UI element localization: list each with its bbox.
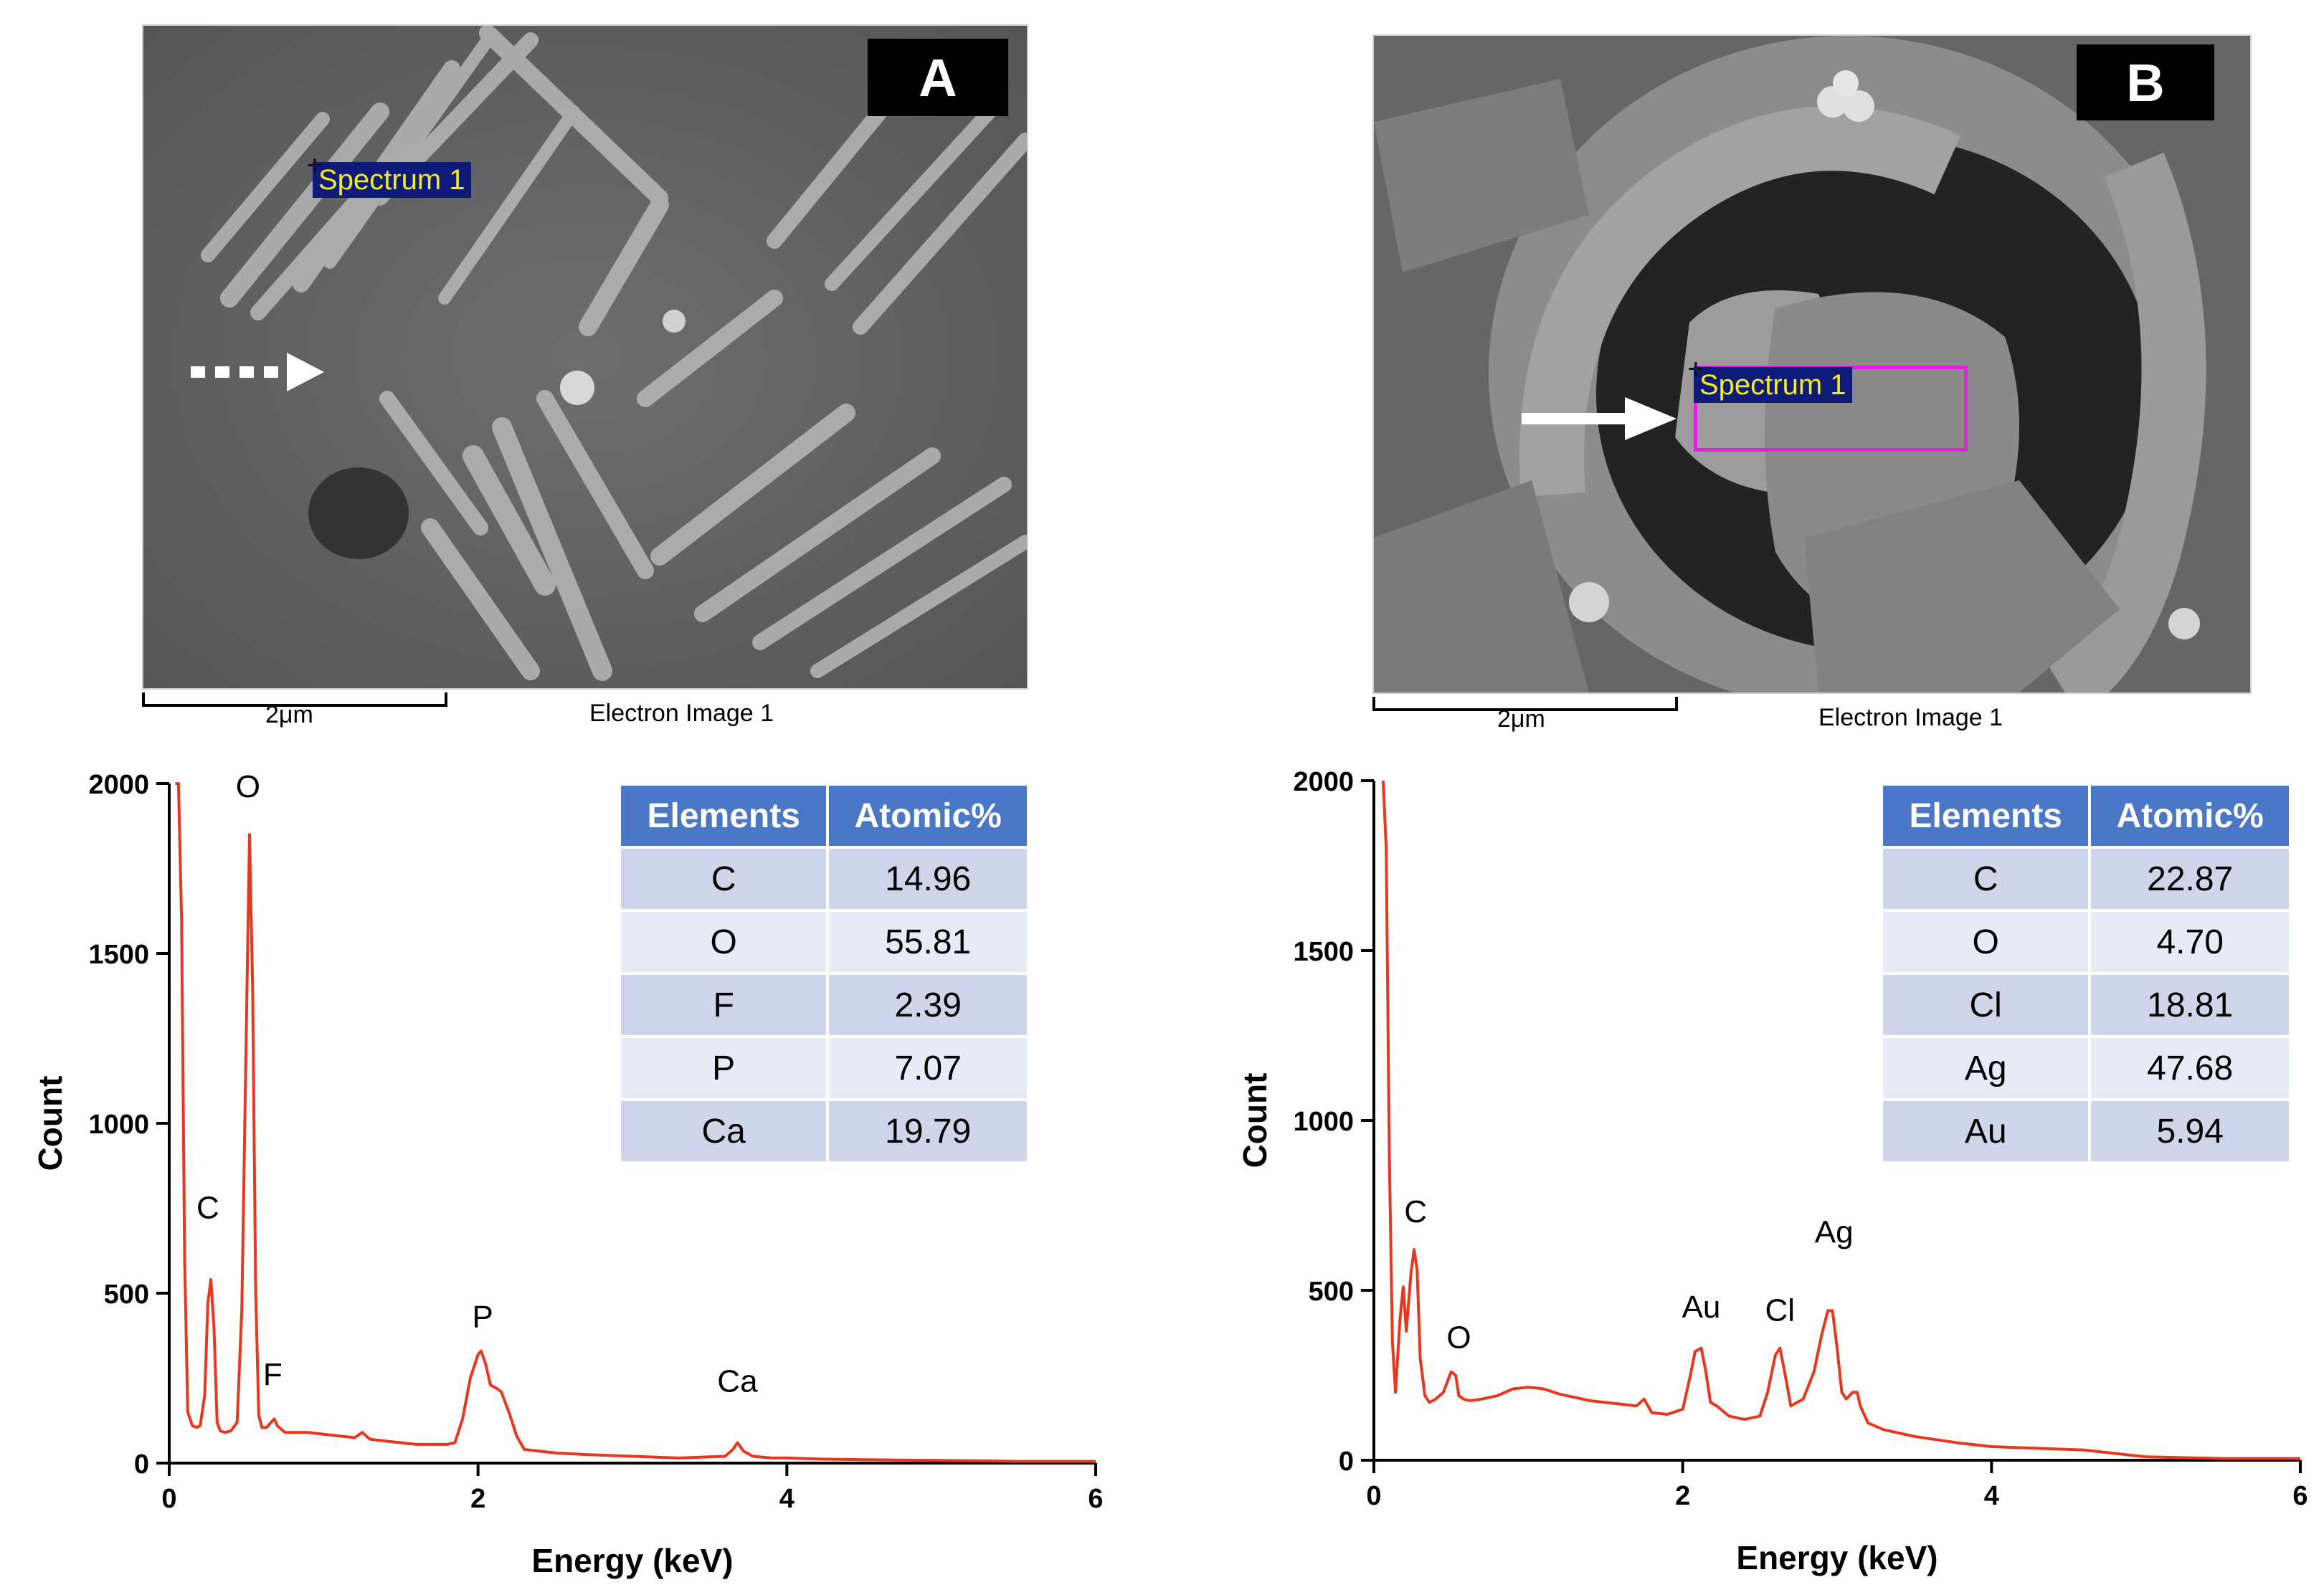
peak-label: O xyxy=(1446,1320,1471,1356)
y-tick-label: 0 xyxy=(134,1449,149,1480)
x-tick-label: 6 xyxy=(1088,1484,1103,1514)
x-axis-label: Energy (keV) xyxy=(1736,1539,1938,1576)
value-cell: 55.81 xyxy=(826,909,1030,975)
peak-label: Ca xyxy=(717,1363,758,1399)
spectrum-line xyxy=(175,782,1096,1463)
panel-label-b: B xyxy=(2077,44,2214,120)
sem-texture-b xyxy=(1374,36,2250,692)
peak-label: Ag xyxy=(1815,1215,1854,1250)
element-cell: O xyxy=(617,909,830,975)
value-cell: 7.07 xyxy=(826,1035,1030,1101)
element-cell: Au xyxy=(1879,1098,2092,1164)
value-cell: 5.94 xyxy=(2088,1098,2292,1164)
x-tick-label: 0 xyxy=(1366,1481,1381,1511)
element-cell: F xyxy=(617,972,830,1038)
image-caption: Electron Image 1 xyxy=(1818,704,2003,731)
y-tick-label: 0 xyxy=(1339,1447,1354,1477)
peak-label: Cl xyxy=(1765,1293,1796,1328)
table-row: Ca 19.79 xyxy=(617,1098,1030,1164)
scale-label: 2μm xyxy=(265,701,313,728)
element-cell: P xyxy=(617,1035,830,1101)
peak-label: O xyxy=(236,769,260,804)
table-header: Elements xyxy=(617,783,830,849)
x-tick-label: 0 xyxy=(161,1484,176,1514)
table-row: O 55.81 xyxy=(617,909,1030,975)
element-cell: C xyxy=(1879,846,2092,912)
table-row: P 7.07 xyxy=(617,1035,1030,1101)
y-axis-label: Count xyxy=(1236,1073,1274,1168)
x-tick-label: 6 xyxy=(2292,1481,2308,1511)
y-tick-label: 1000 xyxy=(1293,1107,1354,1137)
value-cell: 22.87 xyxy=(2088,846,2292,912)
peak-label: C xyxy=(1404,1194,1427,1229)
value-cell: 18.81 xyxy=(2088,972,2292,1038)
table-row: O 4.70 xyxy=(1879,909,2292,975)
element-cell: Ca xyxy=(617,1098,830,1164)
x-tick-label: 4 xyxy=(779,1484,795,1514)
crosshair-icon: ✛ xyxy=(1688,358,1704,380)
value-cell: 47.68 xyxy=(2088,1035,2292,1101)
value-cell: 2.39 xyxy=(826,972,1030,1038)
element-cell: Ag xyxy=(1879,1035,2092,1101)
table-header: Elements xyxy=(1879,783,2092,849)
dashed-arrow-icon xyxy=(191,353,324,391)
y-tick-label: 2000 xyxy=(88,770,149,800)
scale-bar xyxy=(1372,697,1678,711)
x-tick-label: 2 xyxy=(1675,1481,1690,1511)
y-axis-label: Count xyxy=(32,1076,69,1171)
arrow-icon xyxy=(1522,397,1676,440)
element-cell: Cl xyxy=(1879,972,2092,1038)
scale-bar xyxy=(142,692,447,707)
value-cell: 14.96 xyxy=(826,846,1030,912)
sem-image-a: Spectrum 1 ✛ A xyxy=(142,24,1028,690)
y-tick-label: 500 xyxy=(1309,1277,1354,1307)
table-row: C 14.96 xyxy=(617,846,1030,912)
y-tick-label: 1500 xyxy=(88,940,149,970)
peak-label: F xyxy=(263,1357,283,1392)
table-row: C 22.87 xyxy=(1879,846,2292,912)
scale-label: 2μm xyxy=(1497,705,1545,733)
peak-label: C xyxy=(196,1191,219,1226)
table-row: Ag 47.68 xyxy=(1879,1035,2292,1101)
table-header: Atomic% xyxy=(826,783,1030,849)
table-header: Atomic% xyxy=(2088,783,2292,849)
y-tick-label: 500 xyxy=(104,1280,149,1310)
peak-label: Au xyxy=(1682,1290,1721,1325)
peak-label: P xyxy=(472,1299,493,1334)
y-tick-label: 1500 xyxy=(1293,937,1354,967)
atomic-percent-table-b: Elements Atomic% C 22.87 O 4.70 Cl 18.81 Ag… xyxy=(1879,783,2292,1164)
spectrum-line xyxy=(1381,780,2300,1460)
y-tick-label: 2000 xyxy=(1293,767,1354,797)
element-cell: O xyxy=(1879,909,2092,975)
x-axis-label: Energy (keV) xyxy=(531,1542,733,1579)
table-row: F 2.39 xyxy=(617,972,1030,1038)
x-tick-label: 4 xyxy=(1984,1481,1999,1511)
sem-texture-a xyxy=(143,26,1027,688)
table-row: Cl 18.81 xyxy=(1879,972,2292,1038)
image-caption: Electron Image 1 xyxy=(589,700,774,727)
x-tick-label: 2 xyxy=(470,1484,485,1514)
table-row: Au 5.94 xyxy=(1879,1098,2292,1164)
value-cell: 4.70 xyxy=(2088,909,2292,975)
spectrum-tag: Spectrum 1 xyxy=(1694,367,1852,403)
crosshair-icon: ✛ xyxy=(307,155,323,176)
element-cell: C xyxy=(617,846,830,912)
spectrum-tag: Spectrum 1 xyxy=(313,162,471,198)
panel-label-a: A xyxy=(868,39,1008,116)
value-cell: 19.79 xyxy=(826,1098,1030,1164)
atomic-percent-table-a: Elements Atomic% C 14.96 O 55.81 F 2.39 P 7.… xyxy=(617,783,1030,1164)
y-tick-label: 1000 xyxy=(88,1110,149,1140)
sem-image-b: Spectrum 1 ✛ B xyxy=(1372,34,2252,694)
